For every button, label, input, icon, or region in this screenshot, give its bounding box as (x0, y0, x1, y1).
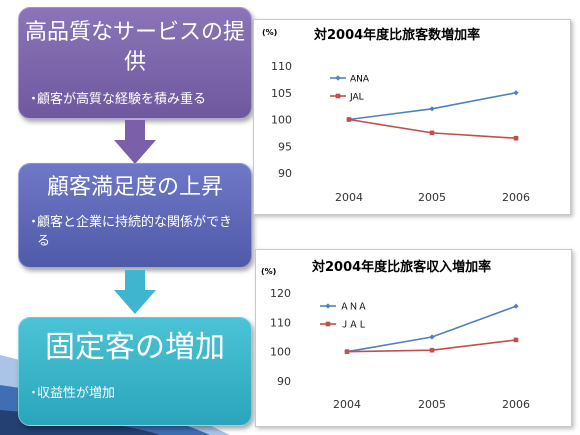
flow-box-regular-customers: 固定客の増加 ・ 収益性が増加 (18, 317, 252, 426)
legend-label: ANA (350, 75, 370, 85)
flow-box-title: 高品質なサービスの提供 (19, 18, 251, 78)
flow-box-title-text: 高品質なサービスの提供 (24, 20, 245, 75)
y-unit-label: (%) (262, 28, 277, 37)
y-tick-label: 100 (271, 114, 292, 127)
legend-marker (325, 303, 331, 309)
data-point-marker (513, 337, 519, 343)
data-point-marker (346, 117, 352, 122)
y-tick-label: 120 (270, 287, 291, 300)
data-point-marker (344, 349, 350, 354)
chart-svg: 対2004年度比旅客数増加率 (%) 90 95 100 105 110 2004 2005 20… (262, 27, 530, 204)
flow-box-bullet-text: 収益性が増加 (37, 386, 116, 401)
series-line-0 (346, 305, 517, 353)
y-unit-label: (%) (261, 267, 276, 276)
flow-box-bullet-text: 顧客と企業に持続的な関係ができる (37, 215, 233, 249)
y-tick-label: 90 (277, 375, 291, 388)
x-tick-label: 2005 (418, 398, 446, 411)
down-arrow-icon (114, 120, 156, 164)
legend-marker (325, 321, 331, 327)
series-line-0 (348, 91, 517, 121)
flow-box-title: 顧客満足度の上昇 (19, 173, 251, 203)
bullet-symbol: ・ (27, 215, 41, 230)
data-point-marker (429, 106, 435, 112)
revenue-growth-chart: 対2004年度比旅客収入増加率 (%) 90 100 110 120 2004 2005 200… (255, 249, 572, 427)
y-tick-label: 110 (271, 60, 292, 73)
down-arrow-icon (114, 270, 156, 314)
flow-box-bullet: ・ 顧客が高質な経験を積み重る (19, 90, 251, 109)
flow-box-quality-service: 高品質なサービスの提供 ・ 顧客が高質な経験を積み重る (18, 7, 252, 119)
y-tick-label: 90 (278, 167, 292, 180)
y-tick-label: 100 (270, 346, 291, 359)
data-point-marker (429, 130, 435, 136)
data-point-marker (513, 303, 519, 309)
legend-marker (335, 93, 341, 99)
data-point-marker (429, 334, 435, 340)
chart-title: 対2004年度比旅客数増加率 (313, 27, 480, 43)
data-point-marker (429, 347, 435, 353)
flow-box-customer-satisfaction: 顧客満足度の上昇 ・ 顧客と企業に持続的な関係ができる (18, 163, 252, 268)
y-tick-label: 105 (271, 87, 292, 100)
flow-box-title-text: 固定客の増加 (45, 330, 225, 365)
legend-label: ＡＮＡ (340, 303, 367, 313)
series-line-1 (348, 118, 517, 140)
x-tick-label: 2006 (502, 398, 530, 411)
bullet-symbol: ・ (27, 92, 41, 107)
legend-marker (335, 75, 341, 81)
x-tick-label: 2004 (335, 191, 363, 204)
x-tick-label: 2006 (502, 191, 530, 204)
data-point-marker (513, 90, 519, 96)
y-tick-label: 110 (270, 316, 291, 329)
legend-label: JAL (349, 93, 364, 103)
y-tick-label: 95 (278, 140, 292, 153)
flow-box-bullet: ・ 収益性が増加 (19, 384, 251, 403)
data-point-marker (513, 135, 519, 141)
legend-label: ＪＡＬ (340, 321, 367, 331)
x-tick-label: 2004 (333, 398, 361, 411)
bullet-symbol: ・ (27, 386, 41, 401)
chart-title: 対2004年度比旅客収入増加率 (311, 259, 491, 275)
flow-box-bullet-text: 顧客が高質な経験を積み重る (37, 92, 207, 107)
flow-box-title-text: 顧客満足度の上昇 (46, 175, 223, 200)
flow-box-bullet: ・ 顧客と企業に持続的な関係ができる (19, 213, 251, 251)
flow-box-title: 固定客の増加 (19, 330, 251, 366)
passenger-growth-chart: 対2004年度比旅客数増加率 (%) 90 95 100 105 110 2004 2005 20… (253, 19, 571, 215)
x-tick-label: 2005 (418, 191, 446, 204)
chart-svg: 対2004年度比旅客収入増加率 (%) 90 100 110 120 2004 2005 200… (261, 259, 530, 411)
